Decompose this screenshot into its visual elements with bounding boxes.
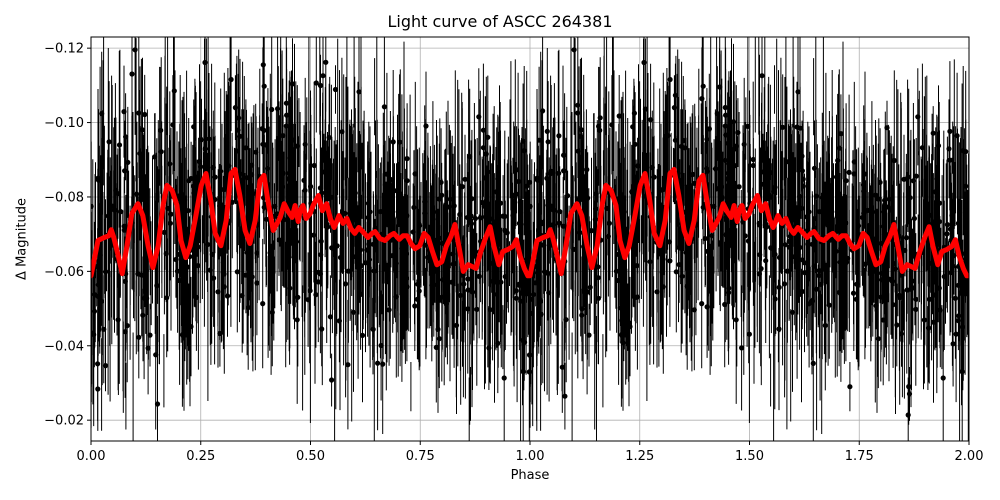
x-tick-label: 0.75 <box>406 449 435 464</box>
y-tick-label: −0.04 <box>44 339 84 354</box>
y-axis-ticks: −0.12 −0.10 −0.08 −0.06 −0.04 −0.02 <box>44 42 91 429</box>
y-tick-label: −0.10 <box>44 116 84 131</box>
x-tick-label: 0.00 <box>77 449 106 464</box>
x-tick-label: 1.25 <box>625 449 654 464</box>
x-tick-label: 2.00 <box>955 449 984 464</box>
y-tick-label: −0.02 <box>44 414 84 429</box>
x-tick-label: 1.75 <box>845 449 874 464</box>
x-axis-ticks: 0.00 0.25 0.50 0.75 1.00 1.25 1.50 1.75 2.00 <box>77 441 984 464</box>
model-line <box>91 166 969 279</box>
y-tick-label: −0.12 <box>44 42 84 57</box>
x-tick-label: 1.00 <box>516 449 545 464</box>
y-tick-label: −0.06 <box>44 265 84 280</box>
observation-points <box>91 37 969 441</box>
x-tick-label: 0.25 <box>186 449 215 464</box>
x-axis-label: Phase <box>510 468 550 483</box>
chart-title: Light curve of ASCC 264381 <box>387 12 613 31</box>
model-curve <box>91 166 969 279</box>
x-tick-label: 1.50 <box>735 449 764 464</box>
x-tick-label: 0.50 <box>296 449 325 464</box>
y-tick-label: −0.08 <box>44 190 84 205</box>
